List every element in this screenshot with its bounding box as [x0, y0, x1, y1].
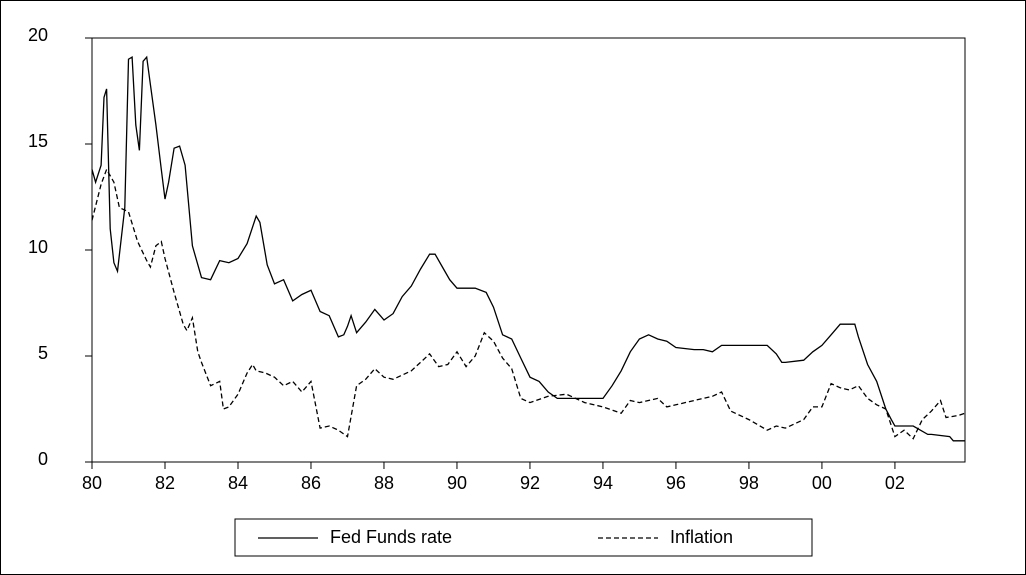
y-tick-label: 5 — [38, 343, 48, 363]
x-tick-label: 90 — [447, 473, 467, 493]
x-tick-label: 00 — [812, 473, 832, 493]
y-tick-label: 15 — [28, 131, 48, 151]
legend-label: Inflation — [670, 527, 733, 547]
x-tick-label: 92 — [520, 473, 540, 493]
legend-box — [234, 518, 813, 557]
x-tick-label: 80 — [82, 473, 102, 493]
x-tick-label: 84 — [228, 473, 248, 493]
legend-label: Fed Funds rate — [330, 527, 452, 547]
x-tick-label: 86 — [301, 473, 321, 493]
x-tick-label: 88 — [374, 473, 394, 493]
y-tick-label: 10 — [28, 237, 48, 257]
x-tick-label: 96 — [666, 473, 686, 493]
series-line — [91, 167, 966, 440]
x-tick-label: 94 — [593, 473, 613, 493]
x-tick-label: 82 — [155, 473, 175, 493]
y-tick-label: 20 — [28, 25, 48, 45]
x-tick-label: 98 — [739, 473, 759, 493]
plot-area — [91, 37, 966, 463]
y-tick-label: 0 — [38, 449, 48, 469]
series-line — [91, 55, 965, 442]
x-tick-label: 02 — [885, 473, 905, 493]
